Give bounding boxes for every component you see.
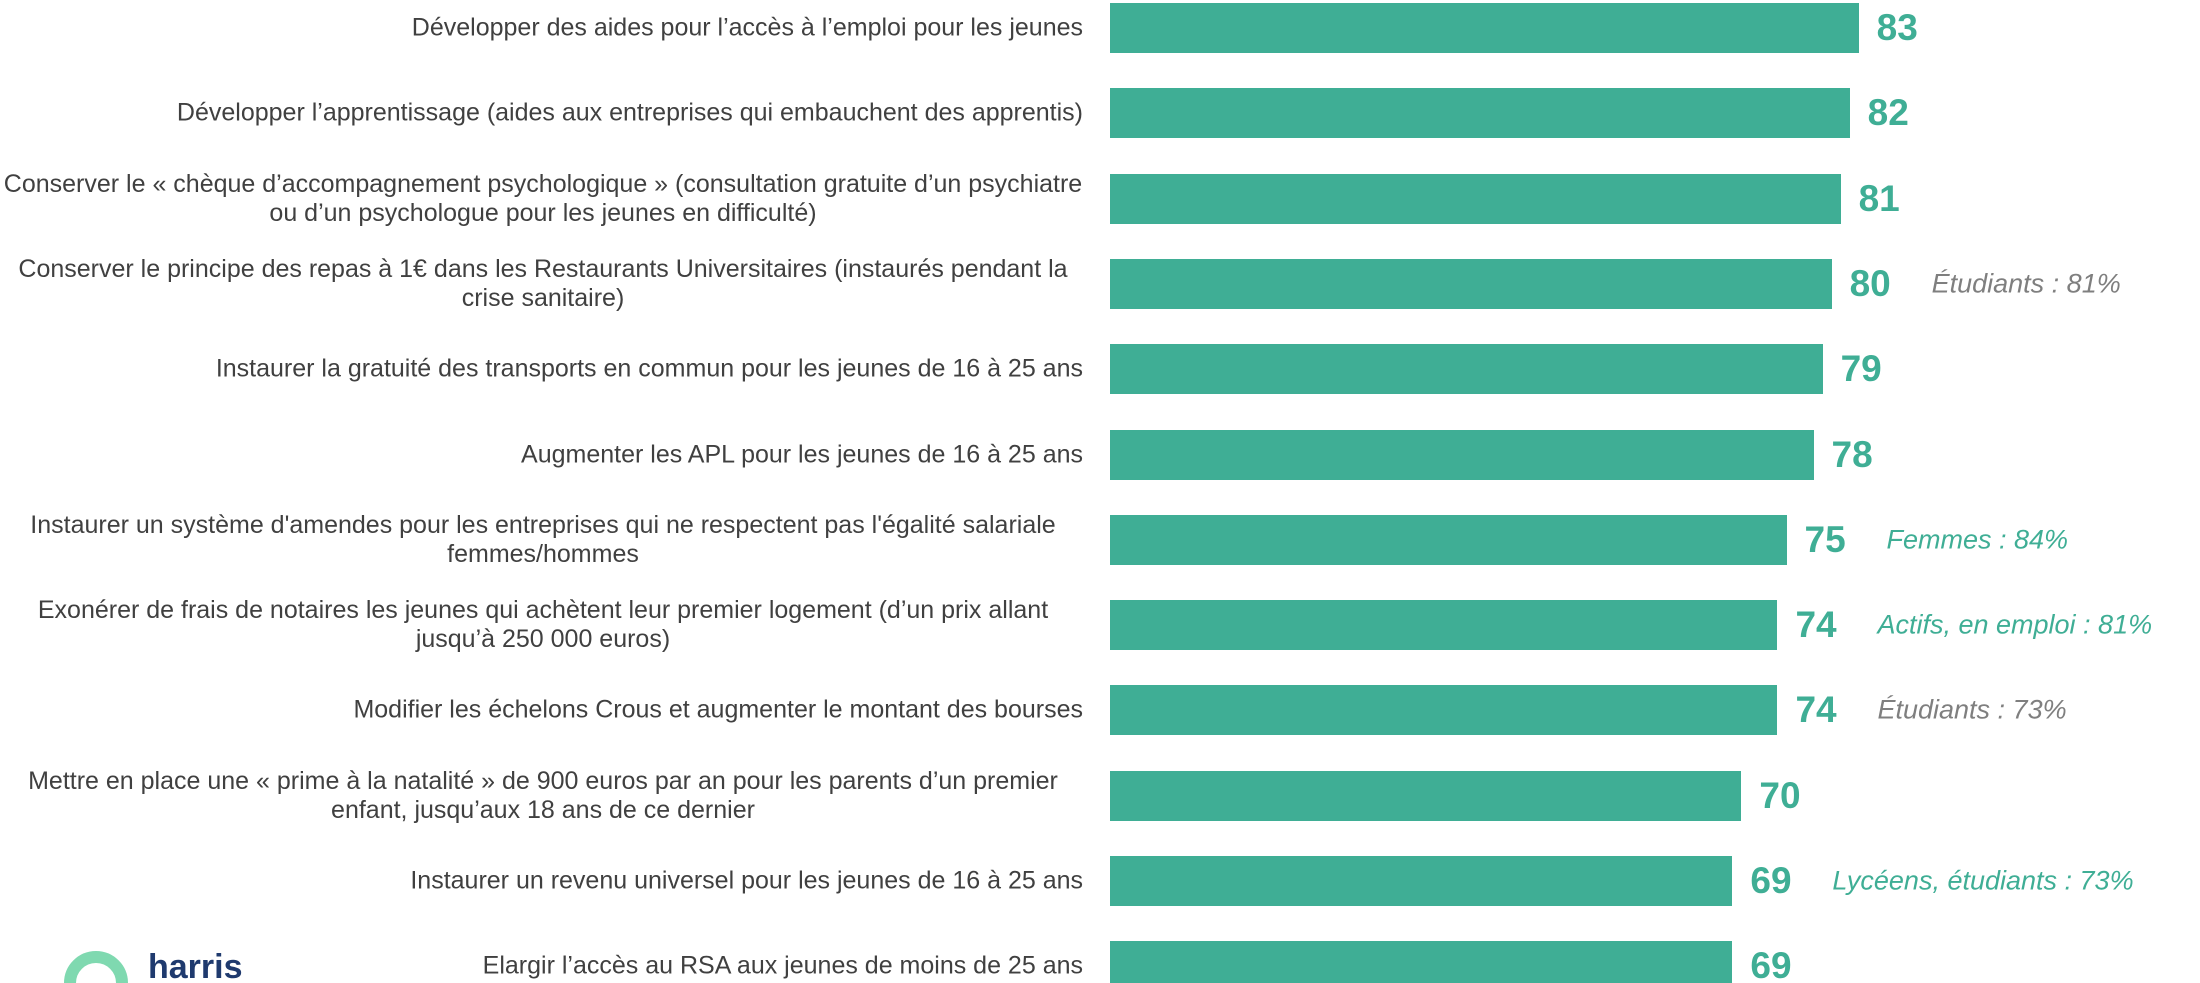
value-label: 79 — [1840, 348, 1882, 390]
annotation: Étudiants : 73% — [1877, 694, 2067, 725]
bar — [1110, 941, 1733, 983]
bar — [1110, 429, 1814, 480]
annotation: Actifs, en emploi : 81% — [1877, 609, 2153, 640]
logo-ring — [64, 951, 128, 983]
bar — [1110, 600, 1778, 651]
annotation: Lycéens, étudiants : 73% — [1832, 865, 2134, 896]
value-label: 74 — [1795, 689, 1837, 731]
category-label: Instaurer un système d'amendes pour les … — [30, 510, 1056, 568]
category-label: Développer l’apprentissage (aides aux en… — [176, 98, 1083, 127]
category-label: Instaurer un revenu universel pour les j… — [410, 866, 1083, 895]
value-label: 81 — [1858, 177, 1900, 219]
annotation: Étudiants : 81% — [1931, 268, 2121, 299]
bar — [1110, 514, 1787, 565]
bar — [1110, 258, 1832, 309]
logo-text: harris — [148, 948, 243, 983]
bar — [1110, 3, 1859, 53]
annotation: Femmes : 84% — [1886, 524, 2069, 555]
value-label: 82 — [1867, 92, 1909, 134]
value-label: 74 — [1795, 604, 1837, 646]
value-label: 78 — [1831, 433, 1873, 475]
value-label: 80 — [1849, 262, 1891, 304]
category-label: Instaurer la gratuité des transports en … — [215, 354, 1083, 383]
bar — [1110, 344, 1823, 395]
bar — [1110, 88, 1850, 139]
bar — [1110, 856, 1733, 906]
category-label: Exonérer de frais de notaires les jeunes… — [37, 596, 1049, 654]
value-label: 75 — [1804, 518, 1846, 560]
category-label: Conserver le « chèque d’accompagnement p… — [3, 169, 1083, 227]
category-label: Augmenter les APL pour les jeunes de 16 … — [521, 440, 1083, 468]
category-label: Développer des aides pour l’accès à l’em… — [411, 13, 1083, 42]
category-label: Elargir l’accès au RSA aux jeunes de moi… — [482, 951, 1083, 980]
bar — [1110, 685, 1778, 736]
value-label: 69 — [1750, 860, 1792, 901]
bar — [1110, 173, 1841, 224]
logo: harris — [64, 948, 243, 983]
category-label: Conserver le principe des repas à 1€ dan… — [18, 254, 1068, 312]
value-label: 83 — [1876, 7, 1918, 48]
category-label: Mettre en place une « prime à la natalit… — [28, 766, 1058, 824]
value-label: 69 — [1750, 945, 1792, 983]
value-label: 70 — [1759, 774, 1801, 816]
bar — [1110, 770, 1742, 821]
category-label: Modifier les échelons Crous et augmenter… — [353, 695, 1083, 724]
